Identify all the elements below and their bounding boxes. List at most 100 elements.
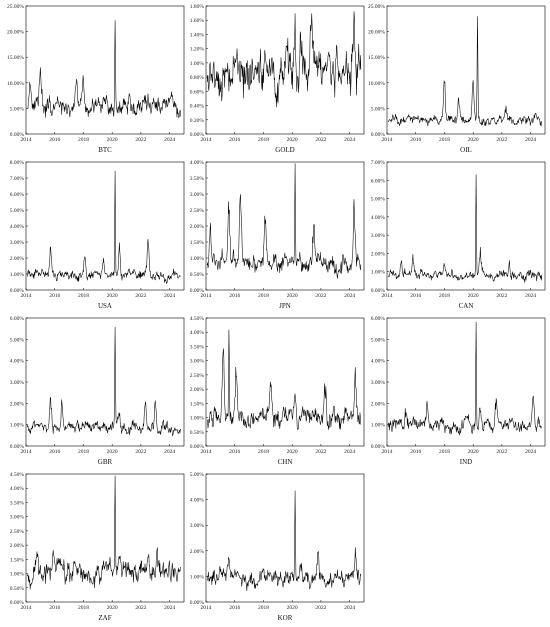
y-tick-label: 0.50% — [10, 586, 25, 592]
x-tick-label: 2020 — [287, 605, 298, 611]
chart-panel-oil: 0.00% 5.00% 10.00% 15.00% 20.00% 25.00% 2014 20… — [368, 4, 546, 154]
y-tick-label: 4.00% — [10, 486, 25, 492]
x-tick-label: 2018 — [78, 293, 89, 299]
y-tick-label: 1.00% — [371, 270, 386, 276]
y-tick-label: 1.00% — [190, 416, 205, 422]
y-tick-label: 1.00% — [190, 61, 205, 67]
y-tick-label: 4.00% — [10, 224, 25, 230]
y-tick-label: 4.50% — [10, 472, 25, 478]
y-tick-label: 0.80% — [190, 75, 205, 81]
x-tick-label: 2020 — [468, 449, 479, 455]
x-tick-label: 2016 — [229, 449, 240, 455]
y-tick-label: 5.00% — [10, 208, 25, 214]
y-tick-label: 4.00% — [190, 330, 205, 336]
x-tick-label: 2018 — [78, 137, 89, 143]
y-tick-label: 2.00% — [10, 256, 25, 262]
x-tick-label: 2016 — [49, 137, 60, 143]
x-tick-label: 2014 — [21, 449, 32, 455]
series-line-oil — [387, 16, 543, 127]
y-tick-label: 1.50% — [190, 240, 205, 246]
chart-title: GBR — [98, 458, 113, 466]
series-line-jpn — [206, 163, 362, 279]
x-tick-label: 2024 — [344, 293, 355, 299]
y-tick-label: 3.50% — [190, 344, 205, 350]
x-tick-label: 2014 — [201, 293, 212, 299]
x-tick-label: 2018 — [439, 137, 450, 143]
x-tick-label: 2016 — [229, 293, 240, 299]
y-tick-label: 4.50% — [190, 316, 205, 322]
y-tick-label: 3.00% — [371, 233, 386, 239]
y-tick-label: 6.00% — [10, 316, 25, 322]
y-tick-label: 0.00% — [190, 600, 205, 606]
chart-panel-chn: 0.00% 0.50% 1.00% 1.50% 2.00% 2.50% 3.00% 3.50%… — [190, 316, 365, 466]
x-tick-label: 2020 — [107, 605, 118, 611]
y-tick-label: 3.00% — [10, 515, 25, 521]
y-tick-label: 4.00% — [371, 359, 386, 365]
y-tick-label: 3.00% — [190, 523, 205, 529]
y-tick-label: 2.50% — [190, 208, 205, 214]
series-line-ind — [387, 321, 542, 436]
y-tick-label: 3.00% — [10, 240, 25, 246]
x-tick-label: 2024 — [525, 137, 536, 143]
y-tick-label: 1.50% — [190, 401, 205, 407]
x-tick-label: 2024 — [525, 293, 536, 299]
x-tick-label: 2016 — [410, 449, 421, 455]
chart-title: CAN — [459, 302, 474, 310]
plot-frame — [386, 161, 546, 291]
x-tick-label: 2022 — [135, 137, 146, 143]
y-tick-label: 6.00% — [371, 178, 386, 184]
y-tick-label: 0.00% — [190, 132, 205, 138]
chart-panel-zaf: 0.00% 0.50% 1.00% 1.50% 2.00% 2.50% 3.00% 3.50%… — [10, 472, 185, 622]
y-tick-label: 2.00% — [190, 387, 205, 393]
y-tick-label: 1.50% — [10, 557, 25, 563]
x-tick-label: 2014 — [201, 137, 212, 143]
y-tick-label: 2.00% — [10, 401, 25, 407]
y-tick-label: 1.00% — [10, 272, 25, 278]
y-tick-label: 5.00% — [10, 337, 25, 343]
x-tick-label: 2022 — [496, 137, 507, 143]
x-tick-label: 2022 — [135, 605, 146, 611]
y-tick-label: 5.00% — [190, 472, 205, 478]
x-tick-label: 2022 — [315, 449, 326, 455]
y-tick-label: 3.50% — [190, 176, 205, 182]
y-tick-label: 3.00% — [10, 380, 25, 386]
y-tick-label: 4.00% — [190, 160, 205, 166]
series-line-kor — [206, 490, 362, 592]
y-tick-label: 0.00% — [10, 288, 25, 294]
x-tick-label: 2018 — [258, 605, 269, 611]
x-tick-label: 2020 — [287, 293, 298, 299]
plot-frame — [25, 161, 185, 291]
y-tick-label: 20.00% — [7, 30, 24, 36]
x-tick-label: 2014 — [21, 605, 32, 611]
series-line-gbr — [26, 326, 181, 437]
y-tick-label: 7.00% — [371, 160, 386, 166]
x-tick-label: 2018 — [258, 293, 269, 299]
plot-frame — [386, 5, 546, 135]
y-tick-label: 5.00% — [371, 106, 386, 112]
y-tick-label: 1.00% — [10, 572, 25, 578]
chart-title: USA — [98, 302, 112, 310]
x-tick-label: 2022 — [315, 605, 326, 611]
y-tick-label: 2.50% — [190, 373, 205, 379]
y-tick-label: 4.00% — [10, 359, 25, 365]
x-tick-label: 2024 — [525, 449, 536, 455]
x-tick-label: 2020 — [287, 137, 298, 143]
y-tick-label: 6.00% — [371, 316, 386, 322]
x-tick-label: 2016 — [410, 293, 421, 299]
x-tick-label: 2018 — [258, 137, 269, 143]
chart-panel-gbr: 0.00% 1.00% 2.00% 3.00% 4.00% 5.00% 6.00% 2014 2… — [10, 316, 185, 466]
y-tick-label: 0.00% — [371, 132, 386, 138]
x-tick-label: 2022 — [496, 293, 507, 299]
y-tick-label: 0.50% — [190, 430, 205, 436]
chart-panel-kor: 0.00% 1.00% 2.00% 3.00% 4.00% 5.00% 2014 2016 20… — [190, 472, 365, 622]
x-tick-label: 2024 — [164, 293, 175, 299]
y-tick-label: 1.00% — [190, 256, 205, 262]
x-tick-label: 2024 — [164, 605, 175, 611]
x-tick-label: 2024 — [344, 449, 355, 455]
y-tick-label: 3.50% — [10, 500, 25, 506]
x-tick-label: 2018 — [439, 449, 450, 455]
y-tick-label: 3.00% — [371, 380, 386, 386]
chart-panel-gold: 0.00% 0.20% 0.40% 0.60% 0.80% 1.00% 1.20% 1.40%… — [190, 4, 365, 154]
plot-frame — [25, 5, 185, 135]
x-tick-label: 2024 — [164, 449, 175, 455]
